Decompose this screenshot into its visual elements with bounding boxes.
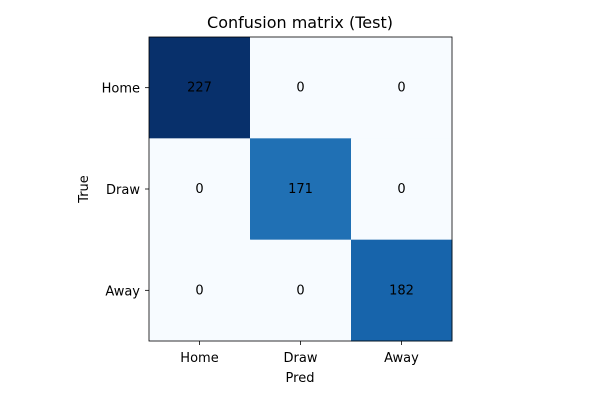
y-axis-ticks: Home Draw Away xyxy=(102,82,149,299)
x-tick-label: Home xyxy=(180,351,218,366)
cell-value-label: 227 xyxy=(187,81,212,96)
cell-value-label: 0 xyxy=(397,182,405,197)
heatmap-cell xyxy=(351,37,453,139)
y-tick-label: Home xyxy=(102,82,140,97)
cell-value-label: 0 xyxy=(296,81,304,96)
heatmap-cells xyxy=(149,37,453,342)
y-axis-label: True xyxy=(77,175,92,204)
heatmap-cell xyxy=(149,37,251,139)
heatmap-cell xyxy=(149,239,251,342)
cell-value-label: 0 xyxy=(397,81,405,96)
x-axis-ticks: Home Draw Away xyxy=(180,341,419,366)
cell-value-label: 171 xyxy=(288,182,313,197)
x-tick-label: Away xyxy=(384,351,419,366)
y-tick-label: Away xyxy=(105,284,140,299)
cell-value-label: 0 xyxy=(296,283,304,298)
heatmap-cell-labels: 227 0 0 0 171 0 0 0 182 xyxy=(187,81,414,299)
y-tick-label: Draw xyxy=(106,183,140,198)
x-axis-label: Pred xyxy=(286,371,315,386)
heatmap-cell xyxy=(250,239,352,342)
heatmap-cell xyxy=(351,239,453,342)
chart-title: Confusion matrix (Test) xyxy=(207,13,393,32)
heatmap-cell xyxy=(250,37,352,139)
heatmap-cell xyxy=(149,138,251,241)
heatmap-cell xyxy=(351,138,453,241)
cell-value-label: 182 xyxy=(389,283,414,298)
cell-value-label: 0 xyxy=(195,283,203,298)
cell-value-label: 0 xyxy=(195,182,203,197)
x-tick-label: Draw xyxy=(284,351,318,366)
heatmap-cell xyxy=(250,138,352,241)
